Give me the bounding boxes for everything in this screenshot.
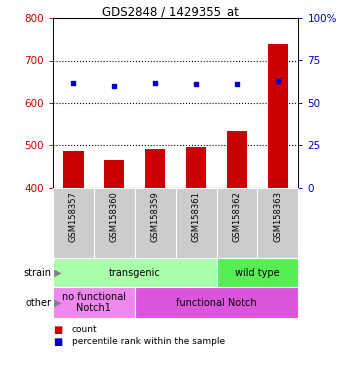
Bar	[217, 188, 257, 258]
Point	[71, 79, 76, 86]
Text: GDS2848 / 1429355_at: GDS2848 / 1429355_at	[102, 5, 239, 18]
Text: transgenic: transgenic	[109, 268, 161, 278]
Text: ■: ■	[53, 337, 62, 347]
Text: functional Notch: functional Notch	[176, 298, 257, 308]
Text: GSM158359: GSM158359	[151, 192, 160, 242]
Bar	[104, 160, 124, 188]
Text: percentile rank within the sample: percentile rank within the sample	[72, 338, 225, 346]
Bar	[53, 258, 217, 287]
Bar	[257, 188, 298, 258]
Text: GSM158357: GSM158357	[69, 192, 78, 242]
Bar	[135, 188, 176, 258]
Bar	[94, 188, 135, 258]
Text: GSM158361: GSM158361	[192, 192, 201, 242]
Bar	[268, 43, 288, 188]
Text: other: other	[25, 298, 51, 308]
Text: wild type: wild type	[235, 268, 280, 278]
Text: ■: ■	[53, 325, 62, 335]
Bar	[227, 131, 247, 188]
Bar	[53, 287, 135, 318]
Text: GSM158362: GSM158362	[233, 192, 241, 242]
Bar	[63, 151, 84, 188]
Bar	[186, 147, 206, 188]
Text: GSM158363: GSM158363	[273, 192, 282, 243]
Text: ▶: ▶	[51, 268, 62, 278]
Bar	[145, 149, 165, 188]
Point	[193, 81, 199, 88]
Point	[275, 78, 281, 84]
Bar	[176, 188, 217, 258]
Point	[152, 79, 158, 86]
Text: count: count	[72, 326, 97, 334]
Point	[112, 83, 117, 89]
Text: ▶: ▶	[51, 298, 62, 308]
Bar	[217, 258, 298, 287]
Bar	[135, 287, 298, 318]
Point	[234, 81, 240, 88]
Bar	[53, 188, 94, 258]
Text: no functional
Notch1: no functional Notch1	[62, 292, 126, 313]
Text: strain: strain	[23, 268, 51, 278]
Text: GSM158360: GSM158360	[110, 192, 119, 242]
